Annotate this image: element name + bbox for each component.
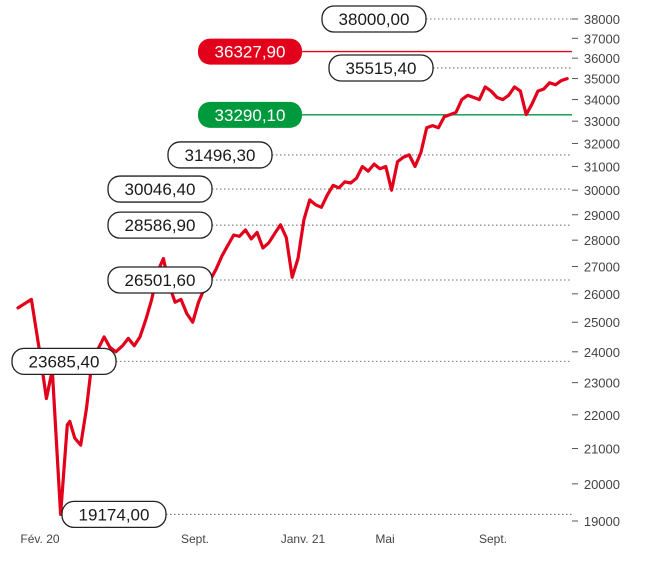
x-tick-label: Fév. 20 [20, 532, 59, 546]
y-tick-label: 32000 [584, 136, 620, 151]
callout-label: 30046,40 [125, 180, 196, 199]
value-callout-box [321, 5, 427, 33]
value-callouts: 38000,00 36327,90 35515,40 33290,10 31496,30… [11, 5, 434, 529]
x-tick-label: Sept. [479, 532, 507, 546]
callout-label: 31496,30 [185, 146, 256, 165]
y-tick-label: 27000 [584, 260, 620, 275]
y-tick-label: 31000 [584, 159, 620, 174]
x-axis: Fév. 20 Sept. Janv. 21 Mai Sept. [20, 532, 507, 546]
y-tick-label: 26000 [584, 287, 620, 302]
callout-label: 33290,10 [215, 106, 286, 125]
y-tick-label: 34000 [584, 93, 620, 108]
callout-label: 23685,40 [29, 352, 100, 371]
callout-label: 19174,00 [79, 505, 150, 524]
value-callout-box [107, 175, 213, 203]
value-callout-box [167, 141, 273, 169]
value-callout-box [61, 500, 167, 529]
callout-label: 26501,60 [125, 271, 196, 290]
x-tick-label: Sept. [181, 532, 209, 546]
support-value-badge [198, 101, 302, 128]
callout-label: 36327,90 [215, 43, 286, 62]
y-tick-label: 38000 [584, 12, 620, 27]
y-tick-label: 23000 [584, 376, 620, 391]
y-tick-label: 20000 [584, 477, 620, 492]
y-tick-label: 22000 [584, 408, 620, 423]
x-tick-label: Janv. 21 [281, 532, 326, 546]
y-tick-label: 21000 [584, 442, 620, 457]
y-tick-label: 37000 [584, 31, 620, 46]
x-tick-label: Mai [375, 532, 394, 546]
callout-label: 28586,90 [125, 216, 196, 235]
callout-label: 35515,40 [346, 59, 417, 78]
value-callout-box [11, 347, 117, 376]
y-tick-label: 35000 [584, 72, 620, 87]
y-tick-label: 30000 [584, 183, 620, 198]
y-tick-label: 36000 [584, 51, 620, 66]
value-callout-box [107, 211, 213, 239]
value-callout-box [107, 266, 213, 294]
y-tick-label: 25000 [584, 315, 620, 330]
y-tick-label: 24000 [584, 345, 620, 360]
callout-label: 38000,00 [339, 10, 410, 29]
y-tick-label: 28000 [584, 233, 620, 248]
series-line [16, 76, 569, 517]
y-tick-label: 19000 [584, 514, 620, 529]
high-value-badge [198, 38, 302, 65]
series-layer [16, 76, 569, 517]
y-axis: 19000 20000 21000 22000 23000 24000 25000 26000… [572, 12, 620, 529]
value-callout-box [328, 54, 434, 82]
y-tick-label: 29000 [584, 208, 620, 223]
y-tick-label: 33000 [584, 114, 620, 129]
reference-lines [116, 18, 572, 515]
